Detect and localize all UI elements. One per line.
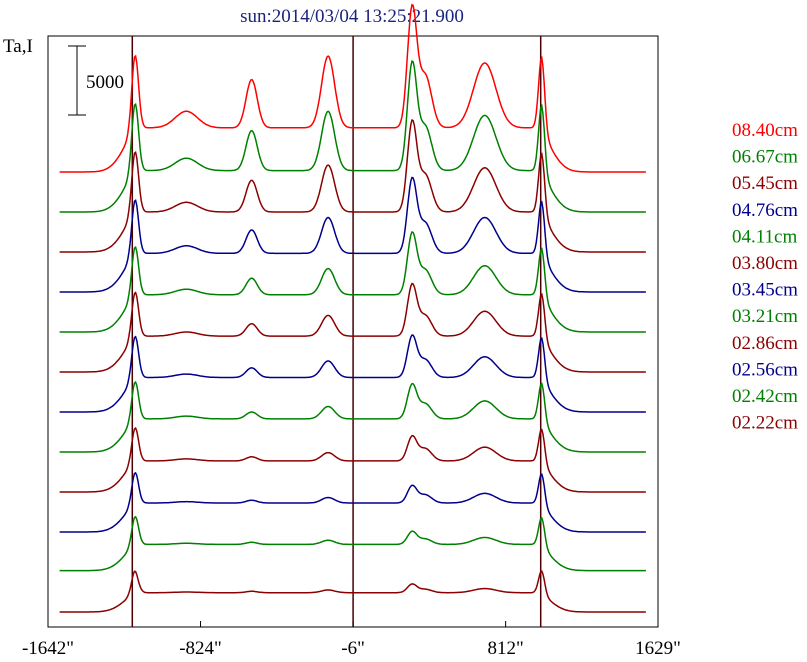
legend-item: 06.67cm	[732, 147, 798, 168]
legend-item: 04.11cm	[732, 226, 797, 247]
series-line	[59, 282, 646, 373]
series-line	[59, 59, 646, 213]
legend-item: 02.42cm	[732, 386, 798, 407]
legend-item: 04.76cm	[732, 200, 798, 221]
series-line	[59, 231, 646, 333]
legend-item: 05.45cm	[732, 173, 798, 194]
series-line	[59, 334, 646, 413]
legend-item: 08.40cm	[732, 120, 798, 141]
legend-item: 02.56cm	[732, 359, 798, 380]
legend-item: 02.86cm	[732, 333, 798, 354]
y-axis-label: Ta,I	[3, 36, 33, 57]
x-tick-label: -824"	[179, 638, 222, 659]
series-line	[59, 118, 646, 253]
scale-bar: 5000	[68, 45, 124, 116]
series-line	[59, 570, 646, 613]
series-line	[59, 515, 646, 572]
scale-bar-label: 5000	[86, 72, 124, 93]
x-tick-label: 1629"	[635, 638, 681, 659]
series-group	[59, 3, 646, 613]
chart-title: sun:2014/03/04 13:25:21.900	[240, 6, 464, 27]
x-tick-label: -6"	[341, 638, 365, 659]
legend: 08.40cm 06.67cm 05.45cm 04.76cm 04.11cm 03.80…	[732, 120, 798, 434]
series-line	[59, 176, 646, 293]
x-tick-label: 812"	[488, 638, 524, 659]
series-line	[59, 3, 646, 173]
legend-item: 03.21cm	[732, 306, 798, 327]
legend-item: 02.22cm	[732, 413, 798, 434]
x-tick-label: -1642"	[22, 638, 74, 659]
series-line	[59, 471, 646, 533]
legend-item: 03.45cm	[732, 280, 798, 301]
legend-item: 03.80cm	[732, 253, 798, 274]
series-line	[59, 380, 646, 453]
series-line	[59, 426, 646, 493]
x-axis-ticks: -1642" -824" -6" 812" 1629"	[22, 621, 681, 659]
